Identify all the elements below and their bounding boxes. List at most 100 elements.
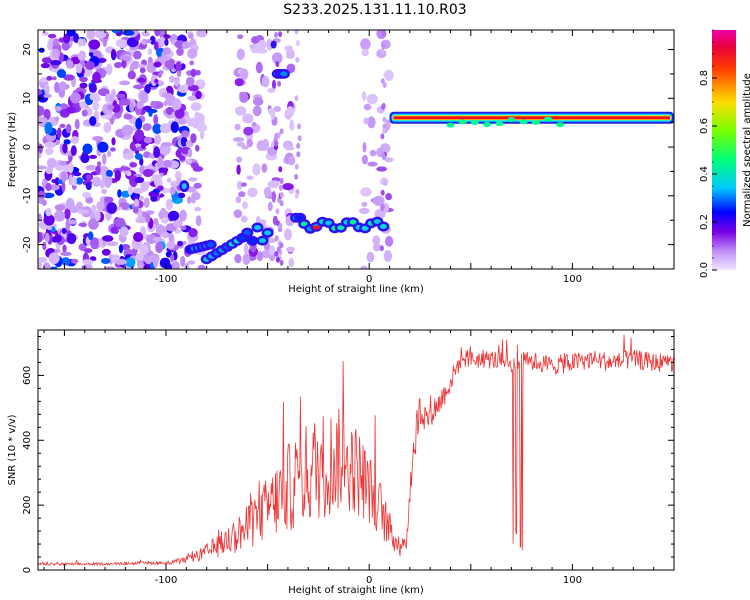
heatmap-cell <box>166 241 175 250</box>
heatmap-cell <box>294 192 299 199</box>
heatmap-cell <box>177 240 184 247</box>
y-tick-label: 0 <box>22 567 33 573</box>
heatmap-cell <box>143 136 153 144</box>
heatmap-cell <box>54 81 60 93</box>
x-tick-label: 100 <box>563 274 582 285</box>
heatmap-cell <box>181 41 191 49</box>
heatmap-cell <box>106 241 118 247</box>
heatmap-cell <box>470 120 479 126</box>
heatmap-cell <box>83 248 93 253</box>
heatmap-cell <box>78 222 88 227</box>
heatmap-cell <box>362 142 367 153</box>
heatmap-cell <box>118 98 131 106</box>
heatmap-cell <box>123 113 133 120</box>
y-axis-label: SNR (10 * v/v) <box>7 414 18 485</box>
heatmap-cell <box>45 207 52 217</box>
heatmap-cell <box>43 214 55 226</box>
heatmap-cell <box>556 122 565 128</box>
heatmap-cell <box>105 93 111 103</box>
heatmap-cell <box>171 98 182 111</box>
heatmap-cell <box>74 118 80 130</box>
heatmap-cell <box>111 88 116 99</box>
heatmap-cell <box>121 190 131 198</box>
heatmap-cell <box>312 225 321 230</box>
heatmap-cell <box>40 62 51 69</box>
heatmap-cell <box>161 217 169 224</box>
heatmap-cell <box>195 144 200 152</box>
heatmap-cell <box>288 156 296 166</box>
heatmap-cell <box>170 261 180 269</box>
heatmap-cell <box>72 176 77 187</box>
heatmap-cell <box>144 84 151 94</box>
heatmap-cell <box>41 31 49 36</box>
heatmap-cell <box>86 30 96 40</box>
heatmap-cell <box>247 187 258 198</box>
x-tick-label: 0 <box>366 274 372 285</box>
heatmap-cell <box>121 124 134 136</box>
heatmap-cell <box>58 52 64 63</box>
heatmap-cell <box>237 34 244 39</box>
heatmap-cell <box>65 197 75 210</box>
heatmap-cell <box>337 225 345 231</box>
heatmap-cell <box>79 76 88 83</box>
heatmap-cell <box>249 44 256 49</box>
heatmap-cell <box>381 30 386 37</box>
heatmap-cell <box>152 236 163 242</box>
heatmap-cell <box>242 113 254 124</box>
heatmap-cell <box>187 84 199 92</box>
heatmap-cell <box>92 136 104 142</box>
heatmap-cell <box>232 137 245 142</box>
y-tick-label: 400 <box>22 431 33 450</box>
heatmap-cell <box>45 166 53 175</box>
heatmap-cell <box>275 61 280 67</box>
heatmap-cell <box>123 152 134 160</box>
heatmap-cell <box>122 30 135 36</box>
heatmap-cell <box>168 210 180 221</box>
heatmap-cell <box>165 106 175 115</box>
heatmap-cell <box>246 138 253 148</box>
colorbar-tick-label: 0.4 <box>699 166 710 182</box>
heatmap-cell <box>175 61 182 72</box>
heatmap-cell <box>284 45 293 52</box>
heatmap-cell <box>47 225 52 231</box>
y-tick-label: 200 <box>22 496 33 515</box>
heatmap-cell <box>279 178 284 184</box>
heatmap-cell <box>241 182 247 187</box>
heatmap-cell <box>38 213 42 222</box>
heatmap-cell <box>256 251 264 262</box>
heatmap-cell <box>243 243 249 255</box>
heatmap-cell <box>376 166 387 172</box>
heatmap-cell <box>279 128 284 135</box>
heatmap-cell <box>234 123 241 131</box>
heatmap-cell <box>261 250 272 259</box>
heatmap-cell <box>82 143 93 155</box>
heatmap-cell <box>286 246 295 253</box>
heatmap-cell <box>110 147 116 152</box>
heatmap-cell <box>274 132 279 139</box>
heatmap-cell <box>236 142 246 147</box>
heatmap-cell <box>133 232 144 242</box>
heatmap-cell <box>92 71 101 84</box>
heatmap-cell <box>132 206 139 214</box>
heatmap-cell <box>160 36 165 47</box>
heatmap-cell <box>154 30 161 37</box>
heatmap-cell <box>118 244 124 254</box>
heatmap-cell <box>446 122 455 128</box>
heatmap-cell <box>45 232 50 243</box>
heatmap-cell <box>240 68 249 80</box>
heatmap-cell <box>101 258 111 264</box>
heatmap-cell <box>325 220 333 226</box>
heatmap-cell <box>363 103 372 111</box>
heatmap-cell <box>155 241 164 254</box>
heatmap-cell <box>135 253 144 261</box>
heatmap-cell <box>92 101 100 111</box>
heatmap-cell <box>51 48 61 59</box>
heatmap-cell <box>295 56 300 63</box>
heatmap-cell <box>68 219 77 225</box>
heatmap-cell <box>380 49 385 55</box>
heatmap-cell <box>176 47 184 57</box>
heatmap-cell <box>38 152 42 158</box>
heatmap-cell <box>361 90 367 101</box>
heatmap-cell <box>233 209 243 218</box>
